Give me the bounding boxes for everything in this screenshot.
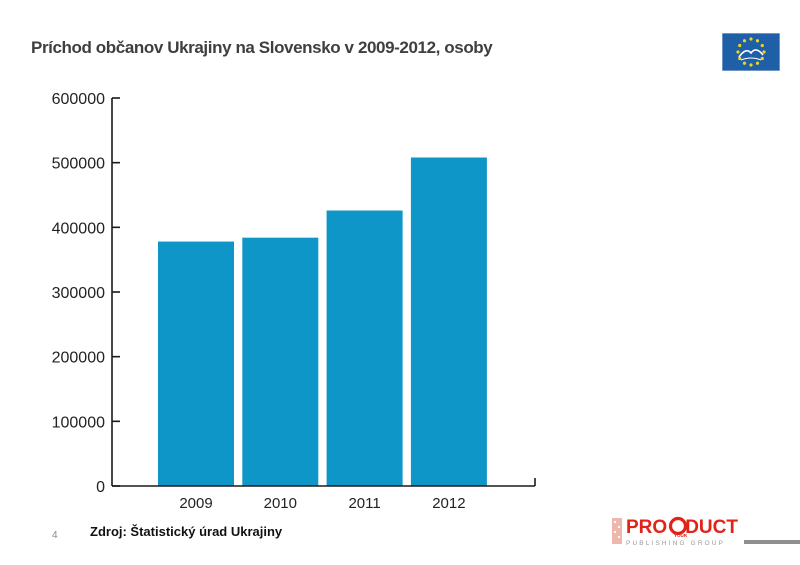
product-publishing-logo-icon: PRO DUCT YOUR PUBLISHING GROUP [612,516,800,547]
svg-text:YOUR: YOUR [674,533,688,538]
page-number: 4 [52,530,58,541]
eu-star-icon [749,37,753,41]
bar-2012 [410,157,487,486]
eu-star-icon [738,56,742,61]
y-tick-label: 100000 [52,414,105,431]
eu-star-icon [760,56,764,61]
eu-star-icon [762,50,766,54]
eu-star-icon [742,61,747,65]
y-tick-label: 300000 [52,285,105,302]
x-tick-label: 2011 [348,495,380,512]
eu-star-icon [736,50,740,54]
y-tick-label: 500000 [52,156,105,173]
bar-2010 [242,237,319,486]
eu-star-icon [749,63,753,67]
eu-star-icon [755,61,760,65]
x-tick-label: 2009 [179,495,212,512]
bar-2011 [326,210,403,486]
eu-stars-emblem-icon [722,33,780,71]
x-tick-label: 2012 [432,495,465,512]
eu-star-icon [760,43,764,48]
y-tick-label: 600000 [52,91,105,108]
eu-star-icon [742,39,747,43]
y-tick-label: 400000 [52,220,105,237]
source-note: Zdroj: Štatistický úrad Ukrajiny [90,524,283,539]
eu-star-icon [738,43,742,48]
y-tick-label: 200000 [52,350,105,367]
y-tick-label: 0 [96,479,105,496]
eu-star-icon [755,39,760,43]
bar-2009 [158,241,234,486]
chart-title: Príchod občanov Ukrajiny na Slovensko v … [31,38,493,57]
x-tick-label: 2010 [264,495,297,512]
brand-subtitle: PUBLISHING GROUP [626,540,725,547]
